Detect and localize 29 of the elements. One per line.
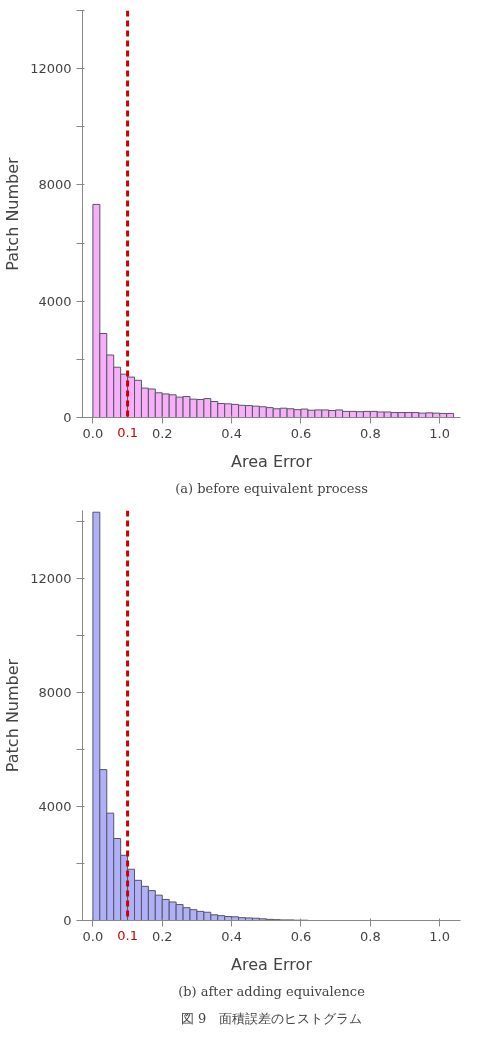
caption: 図 9 面積誤差のヒストグラム — [180, 1010, 363, 1026]
x-tick-label: 0.4 — [221, 928, 242, 944]
y-tick-label: 8000 — [38, 177, 72, 193]
y-tick-label: 0 — [63, 913, 72, 928]
x-tick-label: 0.6 — [290, 928, 312, 944]
x-tick-label: 0.4 — [221, 425, 242, 441]
y-tick-label: 12000 — [30, 571, 72, 587]
ref-line-label: 0.1 — [117, 927, 138, 943]
y-tick-label: 12000 — [30, 61, 72, 77]
x-tick-label: 1.0 — [429, 928, 451, 944]
x-tick-label: 0.0 — [82, 928, 104, 944]
y-tick-label: 4000 — [38, 799, 72, 815]
x-tick-label: 0.0 — [82, 425, 104, 441]
x-axis-title: Area Error — [231, 954, 313, 974]
y-tick-label: 8000 — [38, 685, 72, 701]
text: (b) after adding equivalence — [178, 983, 366, 999]
y-axis-title: Patch Number — [3, 156, 23, 271]
x-axis-title: Area Error — [231, 451, 313, 471]
y-tick-label: 4000 — [38, 293, 72, 309]
x-tick-label: 0.2 — [151, 425, 173, 441]
x-tick-label: 0.8 — [360, 425, 381, 441]
x-tick-label: 0.8 — [360, 928, 381, 944]
text: (a) before equivalent process — [175, 480, 368, 496]
y-tick-label: 0 — [63, 410, 72, 425]
y-axis-title: Patch Number — [3, 658, 23, 773]
x-tick-label: 1.0 — [429, 425, 451, 441]
x-tick-label: 0.6 — [290, 425, 312, 441]
x-tick-label: 0.2 — [151, 928, 173, 944]
ref-line-label: 0.1 — [117, 424, 138, 440]
